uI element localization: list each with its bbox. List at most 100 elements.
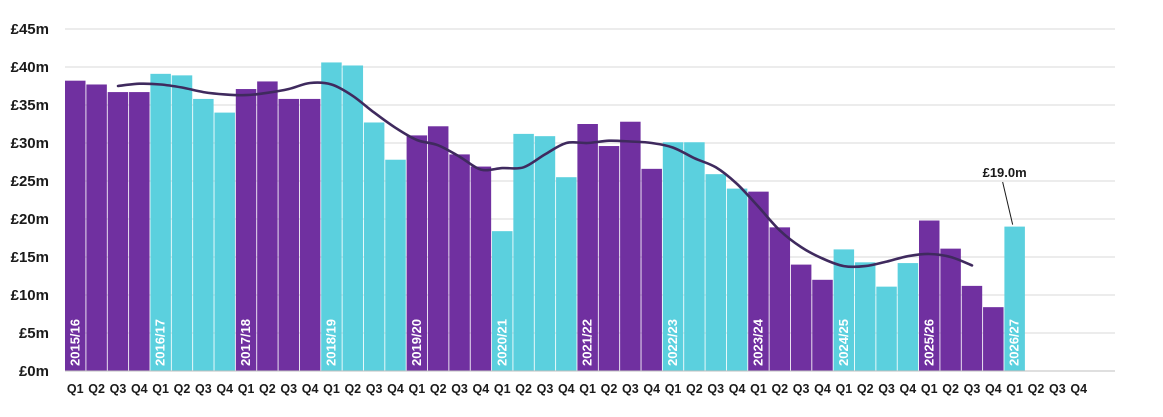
x-tick-label: Q1 [238,382,255,396]
bar [406,135,428,371]
y-tick-label: £5m [19,325,49,342]
x-tick-label: Q2 [771,382,788,396]
bar [662,142,684,371]
x-tick-label: Q4 [814,382,831,396]
y-tick-label: £40m [11,59,49,76]
bar [534,136,556,371]
x-tick-label: Q2 [942,382,959,396]
year-label: 2015/16 [67,319,82,366]
x-tick-label: Q4 [729,382,746,396]
y-tick-label: £10m [11,287,49,304]
x-tick-label: Q2 [174,382,191,396]
y-tick-label: £0m [19,363,49,380]
y-tick-label: £45m [11,21,49,38]
year-label: 2023/24 [750,318,765,366]
bar [363,122,385,371]
year-label: 2020/21 [494,319,509,366]
annotation-label: £19.0m [983,165,1027,180]
y-tick-label: £20m [11,211,49,228]
y-tick-label: £25m [11,173,49,190]
x-tick-label: Q4 [1070,382,1087,396]
annotation-leader-line [1002,181,1014,225]
year-label: 2024/25 [836,319,851,366]
x-tick-label: Q3 [964,382,981,396]
bar [641,168,662,371]
bar [854,262,876,371]
bar [940,248,961,371]
x-tick-label: Q1 [665,382,682,396]
x-tick-label: Q4 [131,382,148,396]
y-tick-label: £15m [11,249,49,266]
year-label: 2018/19 [323,319,338,366]
bar [65,80,86,372]
bar [470,166,492,371]
x-tick-label: Q1 [1006,382,1023,396]
x-tick-label: Q1 [323,382,340,396]
y-axis: £0m £5m £10m £15m £20m £25m £30m £35m £40m £45m [11,21,49,380]
x-tick-label: Q4 [643,382,660,396]
bar [513,133,534,371]
x-tick-label: Q3 [366,382,383,396]
bar [427,126,449,371]
bar [598,146,620,371]
year-label: 2019/20 [409,319,424,366]
x-tick-label: Q3 [110,382,127,396]
bar [812,279,833,371]
x-tick-label: Q2 [1028,382,1045,396]
x-tick-label: Q1 [67,382,84,396]
year-label: 2026/27 [1007,319,1022,366]
bar [257,81,278,371]
year-label: 2025/26 [921,319,936,366]
x-tick-label: Q1 [921,382,938,396]
bar [833,249,855,371]
year-label: 2021/22 [580,319,595,366]
year-label: 2017/18 [238,319,253,366]
x-tick-label: Q1 [152,382,169,396]
bar [919,220,940,371]
bar [769,227,791,371]
bar [961,285,983,371]
bar [278,98,299,372]
bar [214,112,235,371]
bar [129,92,150,371]
y-tick-label: £30m [11,135,49,152]
bar [705,174,726,371]
x-tick-label: Q3 [537,382,554,396]
bar [321,62,342,371]
bar [492,231,513,371]
x-tick-label: Q1 [836,382,853,396]
x-tick-label: Q2 [515,382,532,396]
x-axis: Q1 Q2 Q3 Q4 Q1 Q2 Q3 Q4 Q1 Q2 Q3 Q4 Q1 Q2 Q3 Q4 Q1 Q2 Q3 Q4… [67,382,1087,396]
bar [299,98,321,372]
bars [65,62,1025,372]
x-tick-label: Q3 [451,382,468,396]
bar [107,92,129,371]
year-label: 2022/23 [665,319,680,366]
x-tick-label: Q3 [1049,382,1066,396]
x-tick-label: Q3 [707,382,724,396]
x-tick-label: Q1 [494,382,511,396]
x-tick-label: Q4 [473,382,490,396]
x-tick-label: Q2 [686,382,703,396]
x-tick-label: Q1 [579,382,596,396]
x-tick-label: Q2 [430,382,447,396]
x-tick-label: Q2 [259,382,276,396]
bar [790,264,812,371]
y-tick-label: £35m [11,97,49,114]
x-tick-label: Q2 [88,382,105,396]
bar [171,75,193,372]
bar [556,177,577,371]
x-tick-label: Q2 [344,382,361,396]
bar [876,286,897,371]
bar [983,307,1004,371]
year-labels: 2015/16 2016/17 2017/18 2018/19 2019/20 2020/… [67,318,1021,366]
bar [235,89,257,371]
bar [150,73,171,371]
x-tick-label: Q1 [409,382,426,396]
bar [193,98,214,372]
x-tick-label: Q4 [387,382,404,396]
bar [748,191,769,371]
x-tick-label: Q1 [750,382,767,396]
x-tick-label: Q3 [280,382,297,396]
